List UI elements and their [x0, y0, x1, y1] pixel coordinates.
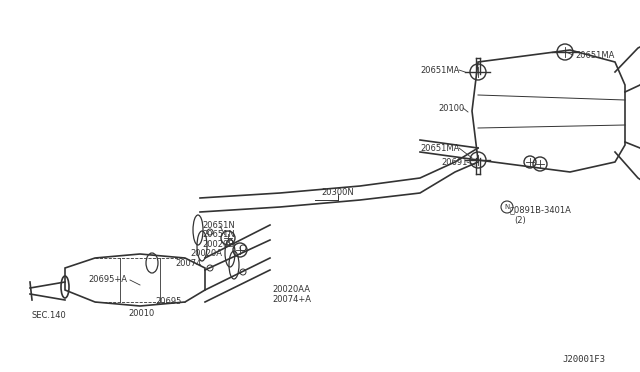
Text: 20020B: 20020B [202, 240, 234, 248]
Text: 20691: 20691 [442, 157, 468, 167]
Text: 20651N: 20651N [202, 230, 235, 238]
Text: 20020A: 20020A [190, 250, 222, 259]
Text: 20651MA: 20651MA [575, 51, 614, 60]
Text: 20100: 20100 [439, 103, 465, 112]
Text: 20695: 20695 [155, 298, 181, 307]
Circle shape [240, 245, 246, 251]
Text: 20074+A: 20074+A [272, 295, 311, 305]
Text: SEC.140: SEC.140 [32, 311, 67, 320]
Text: ⓝ0891B-3401A: ⓝ0891B-3401A [510, 205, 572, 215]
Text: 20651N: 20651N [202, 221, 235, 230]
Circle shape [207, 229, 213, 235]
Text: J20001F3: J20001F3 [562, 356, 605, 365]
Text: 20300N: 20300N [322, 187, 355, 196]
Text: 20074: 20074 [175, 260, 202, 269]
Text: 20020AA: 20020AA [272, 285, 310, 295]
Text: (2): (2) [514, 215, 525, 224]
Text: 20651MA: 20651MA [420, 144, 460, 153]
Text: 20651MA: 20651MA [420, 65, 460, 74]
Text: 20695+A: 20695+A [88, 276, 127, 285]
Circle shape [207, 265, 213, 271]
Text: N: N [504, 204, 509, 210]
Text: 20010: 20010 [128, 308, 154, 317]
Circle shape [240, 269, 246, 275]
